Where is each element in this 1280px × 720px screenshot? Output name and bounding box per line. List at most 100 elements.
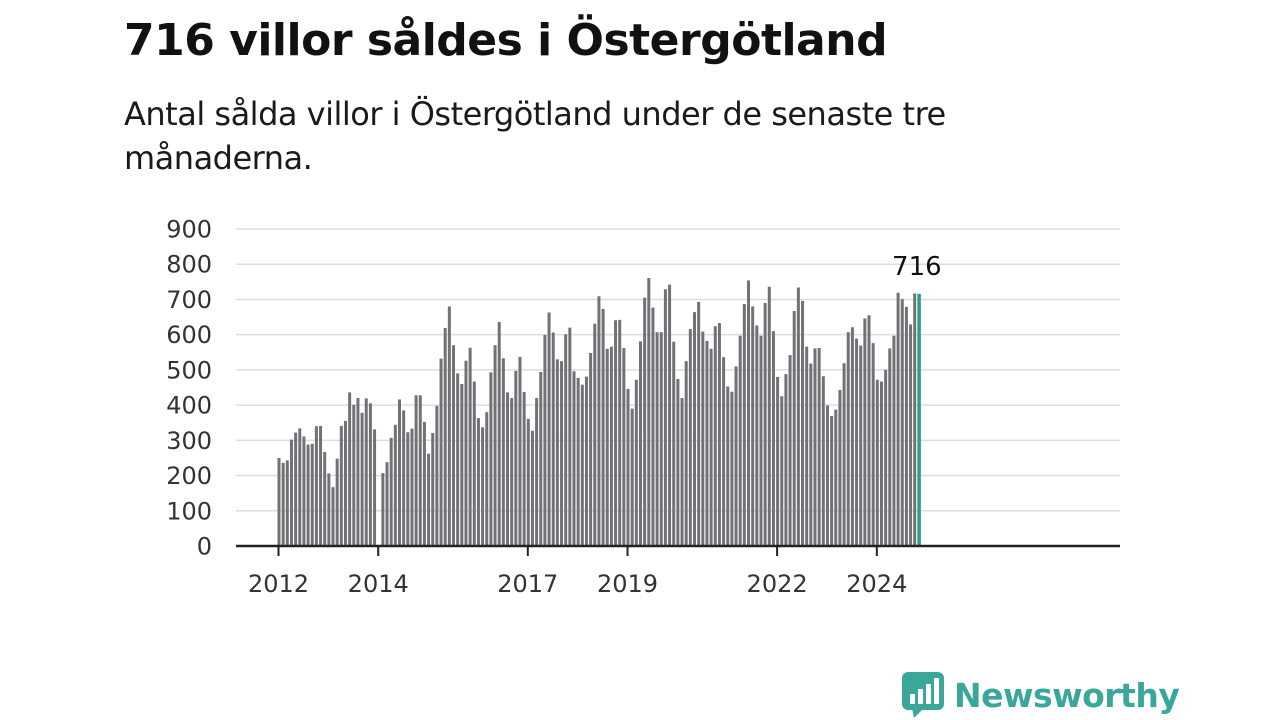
latest-value-label: 716 (892, 252, 942, 282)
bar (356, 398, 360, 546)
bar (385, 462, 389, 546)
y-tick-label: 400 (166, 392, 212, 420)
bar (393, 424, 397, 546)
bar (801, 300, 805, 546)
x-tick-label: 2019 (597, 570, 658, 598)
bar (339, 425, 343, 546)
bar (655, 332, 659, 546)
bar (580, 384, 584, 546)
bar (622, 348, 626, 546)
bars (277, 277, 921, 546)
bar (638, 341, 642, 546)
bar (738, 335, 742, 546)
bar (310, 443, 314, 546)
bar (431, 432, 435, 546)
bar (634, 379, 638, 546)
newsworthy-logo: Newsworthy (902, 672, 1180, 718)
bar (830, 416, 834, 546)
bar (373, 429, 377, 546)
annotations: 716 (892, 252, 942, 282)
bar (352, 404, 356, 546)
bar (904, 306, 908, 546)
bar (688, 329, 692, 546)
bar (834, 409, 838, 546)
bar (680, 398, 684, 546)
bar (900, 299, 904, 546)
y-tick-label: 500 (166, 356, 212, 384)
bar (796, 287, 800, 546)
bar (406, 432, 410, 546)
bar (572, 371, 576, 546)
x-tick-label: 2017 (497, 570, 558, 598)
bar (543, 335, 547, 546)
bar (360, 412, 364, 546)
bar (693, 312, 696, 546)
bar (601, 308, 605, 546)
bar (514, 370, 518, 546)
bar (306, 444, 310, 546)
bar (464, 360, 468, 546)
bar (522, 392, 526, 546)
bar (643, 297, 647, 546)
bar (551, 332, 555, 546)
bar (497, 321, 501, 546)
bar (859, 345, 863, 546)
bar (439, 358, 443, 546)
bar (842, 363, 846, 546)
chart-title: 716 villor såldes i Östergötland (124, 15, 888, 66)
bar (867, 315, 871, 546)
bar (564, 334, 568, 546)
bar (726, 386, 730, 546)
bar (526, 418, 530, 546)
bar (776, 376, 780, 546)
bar (281, 462, 285, 546)
bar (302, 436, 306, 546)
bar (343, 420, 347, 546)
bar (472, 381, 476, 546)
bar (875, 379, 879, 546)
bar (323, 451, 327, 546)
y-tick-label: 600 (166, 321, 212, 349)
y-tick-label: 900 (166, 216, 212, 244)
bar (884, 369, 888, 546)
bar (659, 332, 663, 546)
bar (850, 327, 854, 546)
bar (277, 457, 281, 546)
bar (593, 323, 597, 546)
bar (614, 320, 618, 546)
bar (348, 392, 352, 546)
bar (547, 312, 551, 546)
bar (314, 426, 318, 546)
bar (597, 296, 601, 546)
y-axis-labels: 0 100 200 300 400 500 600 700 800 900 (166, 216, 212, 561)
bar (402, 410, 406, 546)
y-tick-label: 200 (166, 462, 212, 490)
bar (684, 361, 688, 546)
bar (805, 346, 809, 546)
y-tick-label: 100 (166, 497, 212, 525)
bar (809, 363, 813, 546)
bar (364, 398, 368, 546)
bar (697, 301, 701, 546)
bar (568, 327, 572, 546)
bar (709, 348, 713, 546)
bar (896, 292, 900, 546)
bar (518, 356, 522, 546)
x-tick-label: 2014 (348, 570, 409, 598)
bar (285, 460, 289, 546)
bar (879, 381, 883, 546)
bar (331, 487, 335, 546)
bar (838, 389, 842, 546)
bar (319, 425, 323, 546)
bar (651, 307, 655, 546)
x-tick-label: 2024 (846, 570, 907, 598)
bar (485, 412, 489, 546)
bar (892, 335, 896, 546)
bar (584, 376, 588, 546)
brand-name: Newsworthy (954, 675, 1180, 715)
bar (368, 403, 372, 546)
bar (759, 335, 763, 546)
bar (672, 341, 676, 546)
y-tick-label: 300 (166, 427, 212, 455)
